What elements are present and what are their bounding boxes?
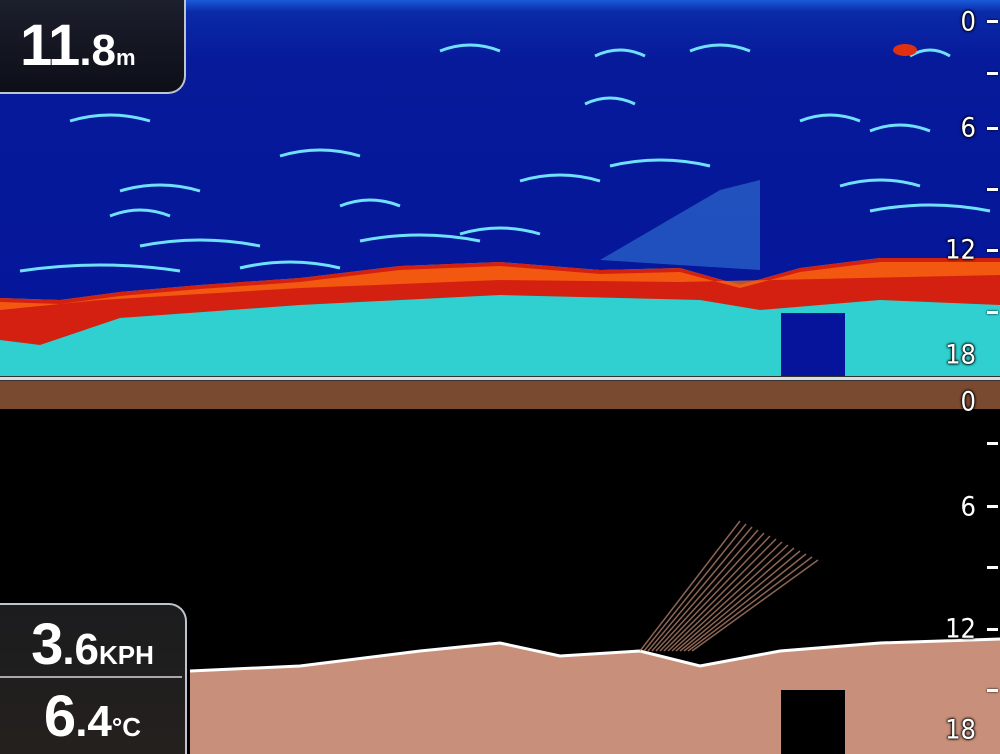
fish-arc [519,173,601,183]
fish-arc [869,203,991,213]
bait-column [683,553,807,652]
depth-label-12: 12 [945,613,976,645]
depth-tick [987,311,998,314]
depth-tick [987,689,998,692]
bait-column [687,556,813,652]
fish-arc [594,48,646,58]
temperature-readout: 6.4°C [0,683,185,750]
bait-column [655,532,765,652]
fish-arc [239,260,341,270]
seabed [190,639,1000,754]
depth-unit: m [116,45,136,70]
depth-readout: 11.8m [0,0,186,94]
depth-tick [987,442,998,445]
depth-tick [987,188,998,191]
depth-tick [987,566,998,569]
fish-arc [109,208,171,218]
speed-unit: KPH [99,640,154,670]
speed-value-integer: 3 [31,612,63,677]
fish-echo-strong [893,44,917,56]
fish-arc [584,96,636,106]
bait-column [675,547,795,652]
depth-scale-lower: 0 6 12 18 [940,381,1000,754]
fish-arc [439,43,501,53]
bait-column [691,559,819,652]
depth-value-decimal: .8 [79,26,117,75]
depth-scale-upper: 0 6 12 18 [940,0,1000,376]
fish-arc [799,113,861,123]
depth-tick [987,505,998,508]
bait-column [651,529,759,652]
bait-column [667,541,783,652]
temperature-value-integer: 6 [43,684,76,749]
bait-column [659,535,771,652]
sonar-upper-panel[interactable]: 0 6 12 18 11.8m [0,0,1000,376]
fish-arc [279,148,361,158]
depth-value-integer: 11 [20,13,80,78]
readout-separator [0,676,182,678]
seabed-line [189,637,1000,673]
temperature-unit: °C [111,712,142,742]
depth-label-6: 6 [960,112,976,144]
depth-tick [987,249,998,252]
depth-label-0: 0 [960,386,976,418]
fish-arc [869,123,931,133]
bait-column [663,538,777,652]
seabed-orange [0,262,1000,310]
depth-label-12: 12 [945,234,976,266]
depth-label-18: 18 [945,714,976,746]
temperature-value-decimal: .4 [75,697,112,746]
speed-value-decimal: .6 [62,625,100,674]
depth-tick [987,628,998,631]
sonar-blank-block [781,690,845,754]
fish-arc [19,263,181,273]
bait-column [679,550,801,652]
bait-column [671,544,789,652]
fish-arc [119,183,201,193]
speed-readout: 3.6KPH [0,611,185,678]
depth-tick [987,127,998,130]
fish-arc [359,233,481,243]
fish-arc [69,113,151,123]
depth-tick [987,20,998,23]
depth-label-6: 6 [960,491,976,523]
depth-tick [987,72,998,75]
fish-arc [839,178,921,188]
fish-arc [139,238,261,248]
depth-label-18: 18 [945,339,976,371]
sonar-blank-block [781,313,845,376]
fish-arc [339,198,401,208]
surface-clutter [0,381,1000,409]
speed-temperature-readout: 3.6KPH 6.4°C [0,603,187,754]
sonar-echo-image [0,43,1000,376]
bait-column [647,526,753,652]
panel-divider[interactable] [0,376,1000,381]
bait-column [643,523,747,652]
fish-arc [689,43,751,53]
bait-column [639,520,741,652]
fish-arc [609,158,711,168]
bait-cloud [600,180,760,270]
depth-label-0: 0 [960,6,976,38]
fish-arc [459,226,541,236]
